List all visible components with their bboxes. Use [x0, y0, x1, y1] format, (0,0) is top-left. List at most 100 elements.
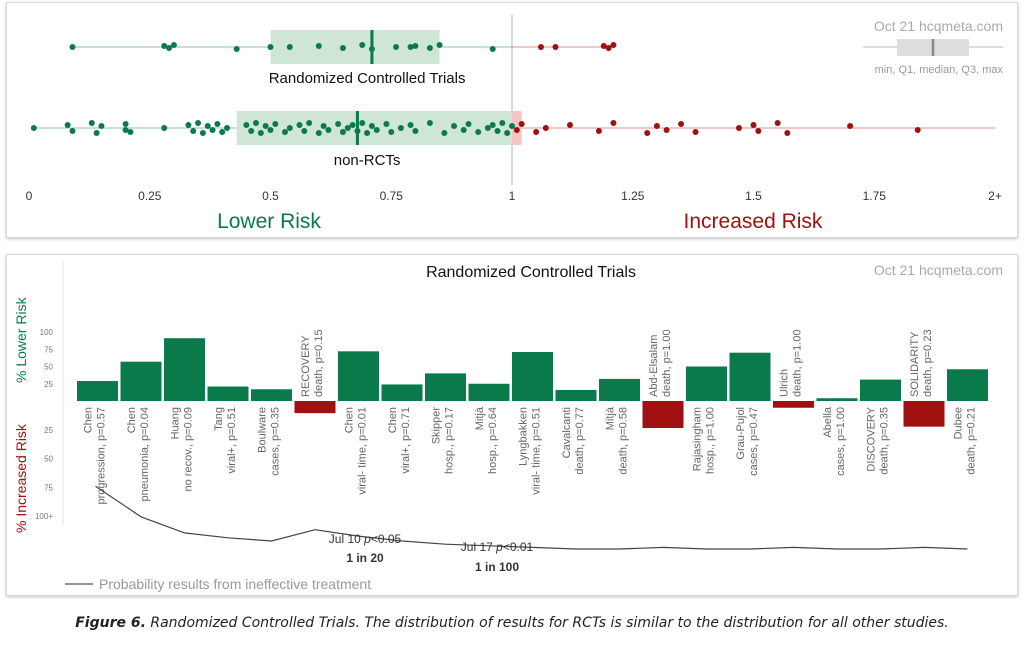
study-label-text: Lyngbakkenviral- time, p=0.51: [518, 407, 543, 495]
study-point: [653, 123, 660, 129]
study-point: [267, 127, 274, 133]
study-point: [354, 128, 361, 134]
study-point: [349, 122, 356, 128]
study-name: Chen: [387, 407, 399, 433]
study-label-text: DISCOVERYdeath, p=0.35: [866, 406, 891, 474]
bar-lower-risk: [251, 389, 292, 401]
study-point: [537, 44, 544, 50]
bar-lower-risk: [120, 361, 162, 401]
study-point: [489, 46, 496, 52]
study-label: Chenviral+, p=0.71: [387, 407, 412, 474]
study-label-text: Chenprogression, p=0.57: [83, 407, 108, 505]
study-point: [513, 127, 520, 133]
study-point: [774, 120, 781, 126]
study-point: [257, 130, 264, 136]
bar-lower-risk: [381, 384, 423, 401]
study-label: Rajasinghamhosp., p=1.00: [692, 407, 717, 474]
study-point: [605, 45, 612, 51]
iqr-box: [236, 111, 512, 145]
study-point: [339, 45, 346, 51]
study-detail: death, p=1.00: [792, 329, 804, 397]
study-point: [755, 128, 762, 134]
study-point: [185, 122, 192, 128]
study-label: Abd-Elsalamdeath, p=1.00: [648, 329, 673, 397]
study-detail: no recov., p=0.09: [183, 407, 195, 492]
study-point: [195, 120, 202, 126]
study-name: Grau-Pujol: [735, 407, 747, 460]
y-tick-label: 75: [44, 345, 53, 354]
study-point: [224, 125, 231, 131]
figure-label: Figure 6.: [75, 615, 146, 631]
study-label-text: Abd-Elsalamdeath, p=1.00: [648, 329, 673, 397]
study-name: Lyngbakken: [518, 407, 530, 466]
study-point: [69, 128, 76, 134]
study-point: [301, 128, 308, 134]
study-point: [678, 121, 685, 127]
probability-line: [95, 485, 968, 550]
study-name: RECOVERY: [300, 335, 312, 397]
study-detail: cases, p=0.35: [270, 407, 282, 476]
annotation-odds: 1 in 20: [346, 551, 384, 565]
study-point: [315, 130, 322, 136]
study-point: [248, 128, 255, 134]
annotation-date: Jul 10 p<0.05: [329, 532, 402, 546]
bar-lower-risk: [686, 366, 727, 401]
study-point: [214, 121, 221, 127]
distribution-panel: Randomized Controlled Trials non-RCTs 0 0.2…: [6, 2, 1018, 238]
study-point: [30, 125, 37, 131]
study-detail: viral- time, p=0.01: [357, 407, 369, 495]
study-label: Mitjàhosp., p=0.64: [474, 406, 499, 474]
series-label: non-RCTs: [334, 152, 401, 169]
study-detail: viral- time, p=0.51: [531, 407, 543, 495]
study-name: Abella: [822, 406, 834, 437]
study-point: [127, 129, 134, 135]
study-point: [509, 123, 515, 129]
study-point: [784, 130, 791, 136]
study-label: RECOVERYdeath, p=0.15: [300, 329, 325, 397]
study-point: [460, 127, 467, 133]
study-point: [286, 44, 293, 50]
study-detail: hosp., p=0.64: [487, 407, 499, 474]
study-point: [426, 120, 433, 126]
study-point: [122, 121, 129, 127]
study-name: Tang: [213, 407, 225, 431]
bar-increased-risk: [903, 401, 945, 427]
study-label-text: Abellacases, p=1.00: [822, 406, 847, 476]
study-point: [368, 46, 375, 52]
x-tick-label: 0.25: [138, 189, 162, 203]
x-tick-label: 1.5: [745, 189, 762, 203]
study-point: [397, 125, 404, 131]
rct-bar-panel: 100 75 50 25 25 50 75 100+ % Lower Risk % Increas…: [6, 254, 1018, 596]
study-point: [412, 128, 419, 134]
study-label-text: Boulwarecases, p=0.35: [257, 407, 282, 476]
study-name: Mitjà: [474, 406, 486, 430]
series-label: Randomized Controlled Trials: [269, 70, 466, 87]
study-label: DISCOVERYdeath, p=0.35: [866, 406, 891, 474]
study-point: [339, 129, 346, 135]
study-point: [407, 44, 414, 50]
annotation-threshold: <0.01: [503, 540, 534, 554]
study-point: [286, 125, 293, 131]
study-point: [98, 123, 105, 129]
study-label-text: Grau-Pujolcases, p=0.47: [735, 407, 760, 476]
study-label-text: Chenviral+, p=0.71: [387, 407, 412, 474]
increased-risk-axis-label: % Increased Risk: [13, 423, 29, 533]
study-point: [388, 129, 395, 135]
bar-lower-risk: [164, 338, 205, 401]
watermark: Oct 21 hcqmeta.com: [874, 18, 1003, 34]
probability-legend-label: Probability results from ineffective tre…: [99, 576, 371, 592]
x-tick-label: 0.5: [262, 189, 279, 203]
annotation-date-text: Jul 10: [329, 532, 364, 546]
rct-bar-chart: 100 75 50 25 25 50 75 100+ % Lower Risk % Increas…: [13, 261, 1003, 592]
study-point: [368, 123, 375, 129]
y-tick-label: 100: [40, 328, 54, 337]
bar-increased-risk: [294, 401, 336, 414]
study-point: [161, 125, 168, 131]
y-tick-label: 75: [44, 483, 53, 492]
bar-lower-risk: [947, 369, 988, 401]
study-detail: pneumonia, p=0.04: [139, 407, 151, 502]
annotation-odds: 1 in 100: [475, 560, 519, 574]
study-point: [243, 122, 250, 128]
study-point: [600, 43, 607, 49]
legend-caption: min, Q1, median, Q3, max: [875, 64, 1004, 76]
